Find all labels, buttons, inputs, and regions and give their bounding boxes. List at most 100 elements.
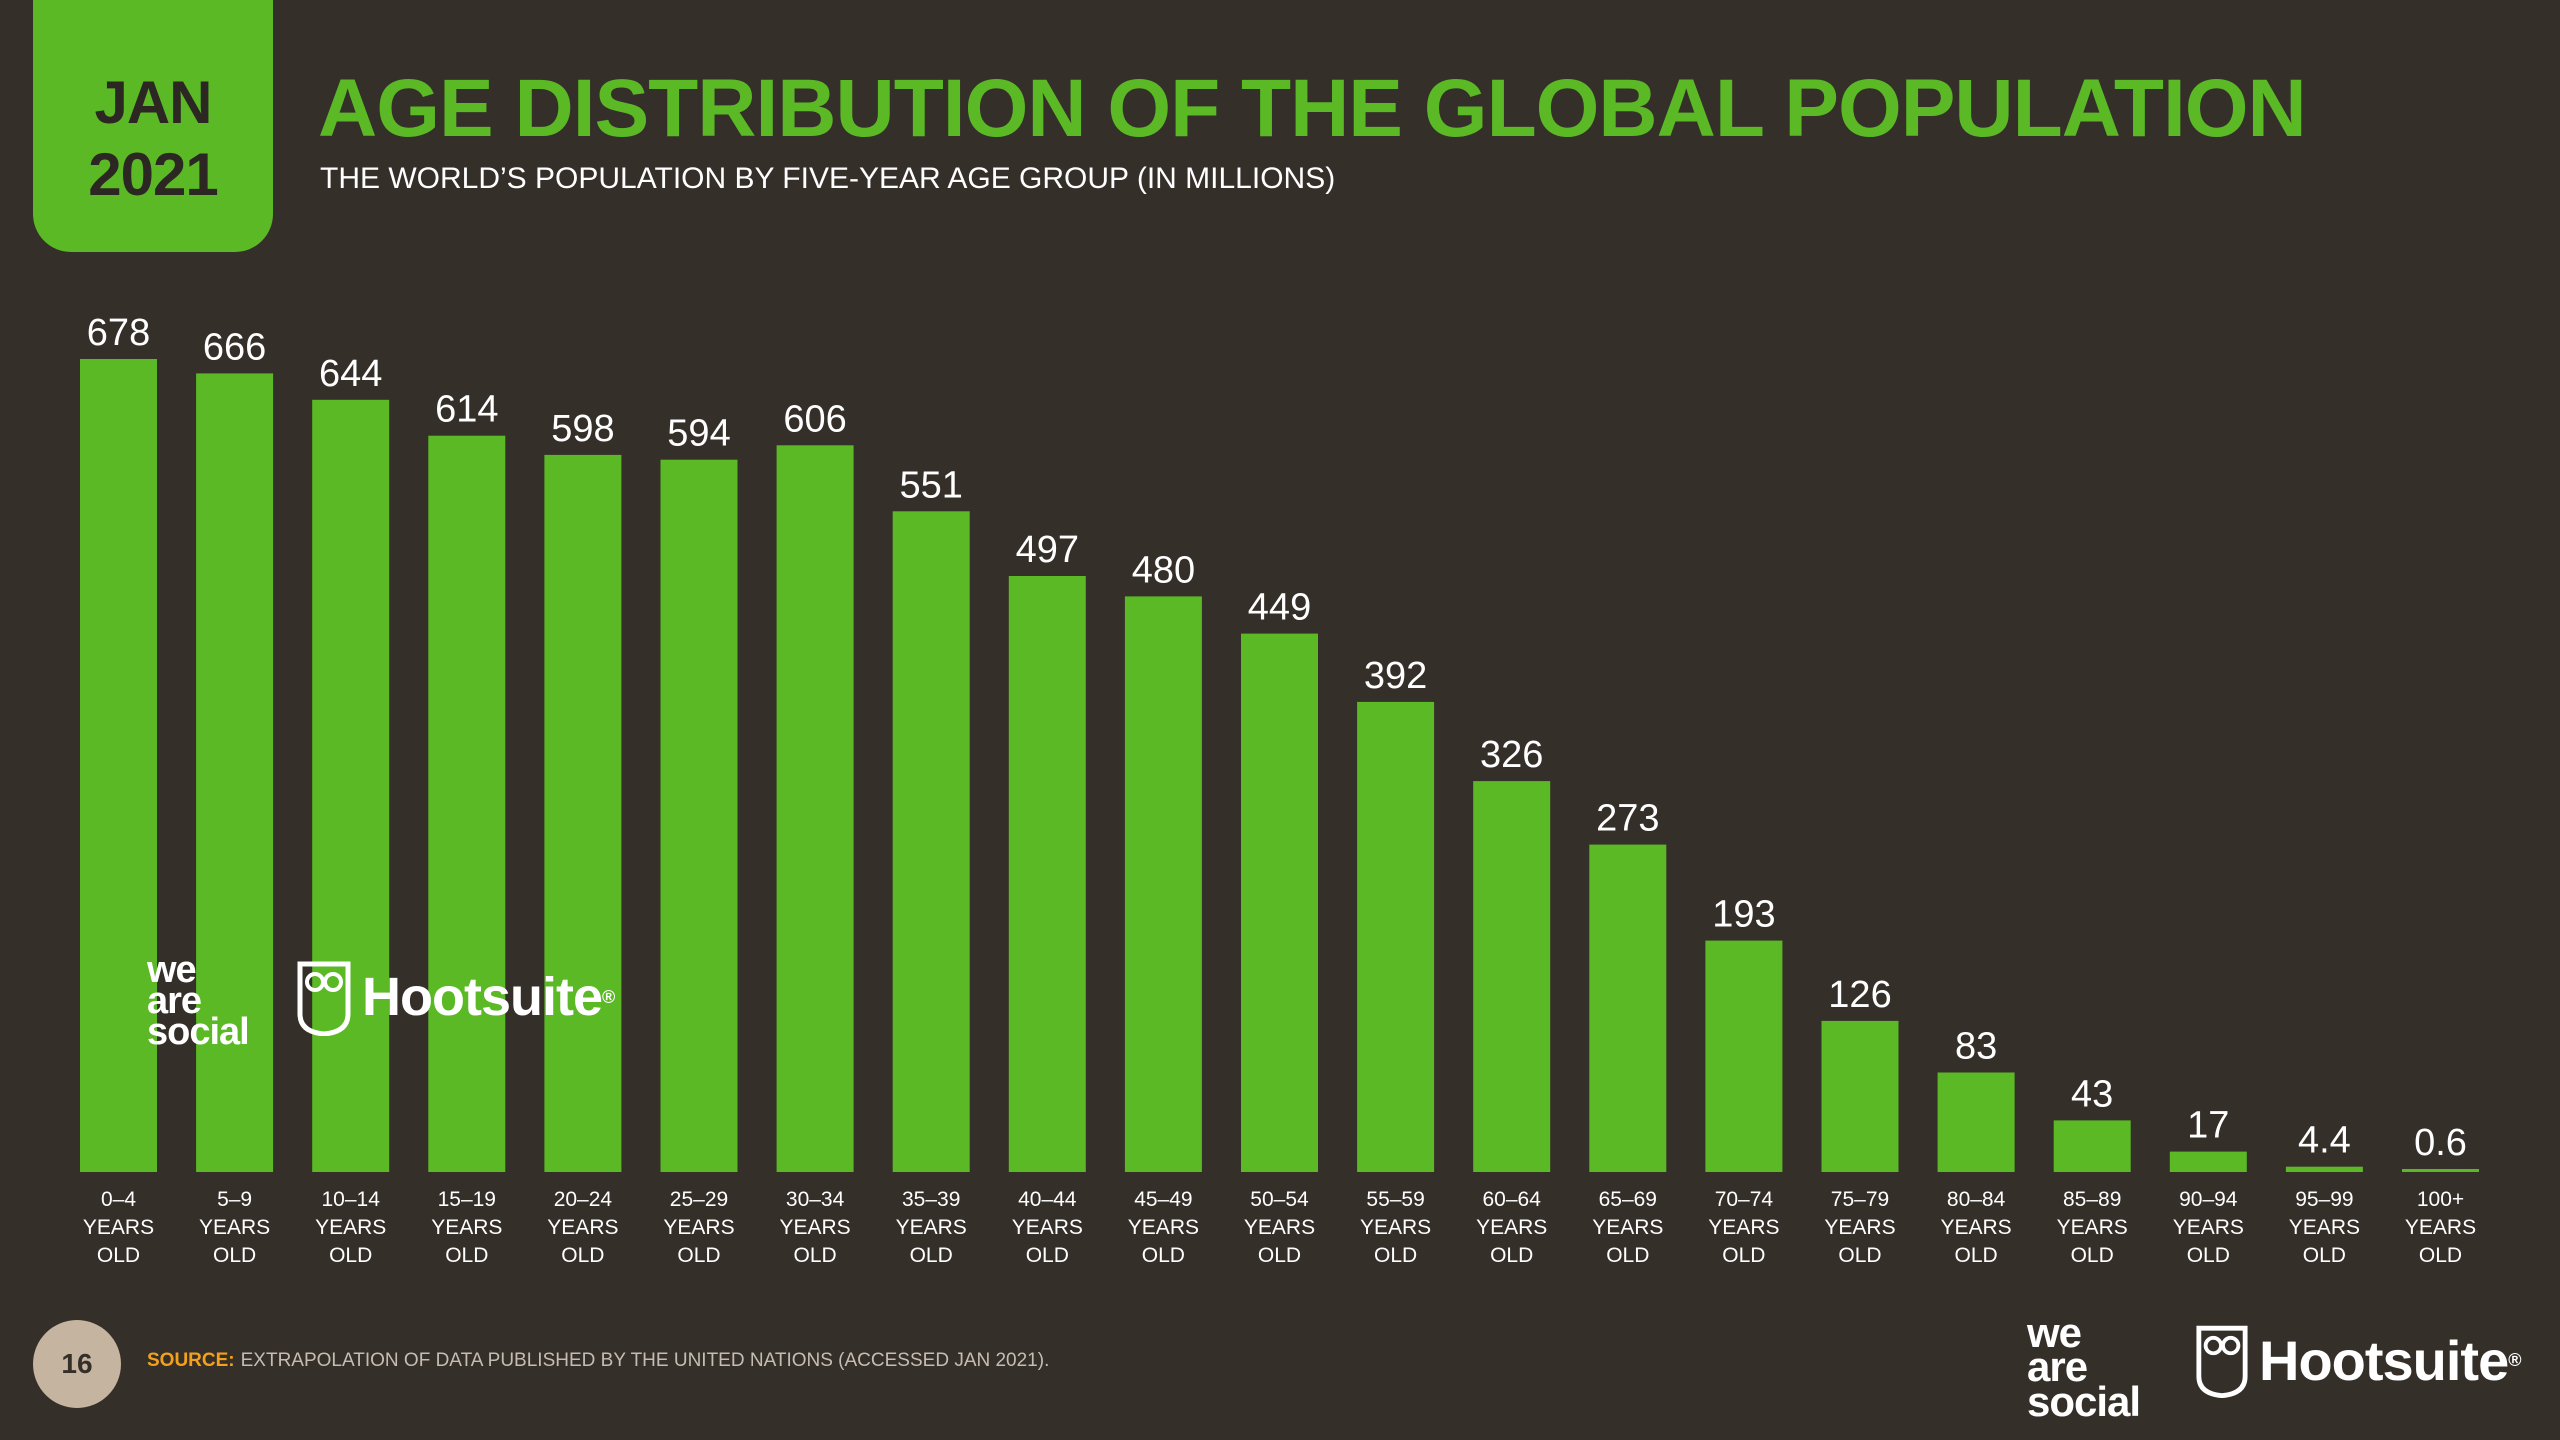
category-label-2-line-0: 10–14 xyxy=(321,1188,380,1211)
value-label-13: 273 xyxy=(1596,798,1659,840)
category-label-5-line-0: 25–29 xyxy=(670,1188,728,1211)
category-label-6-line-0: 30–34 xyxy=(786,1188,845,1211)
hootsuite-wordmark: Hootsuite xyxy=(362,967,603,1027)
category-label-1-line-2: OLD xyxy=(213,1244,256,1267)
category-label-13-line-1: YEARS xyxy=(1592,1216,1663,1239)
category-label-12-line-0: 60–64 xyxy=(1482,1188,1541,1211)
category-label-8-line-1: YEARS xyxy=(1012,1216,1083,1239)
category-label-10-line-1: YEARS xyxy=(1244,1216,1315,1239)
category-label-18-line-2: OLD xyxy=(2187,1244,2230,1267)
category-label-9-line-2: OLD xyxy=(1142,1244,1185,1267)
category-label-10-line-0: 50–54 xyxy=(1250,1188,1309,1211)
category-label-7-line-0: 35–39 xyxy=(902,1188,960,1211)
category-label-0-line-0: 0–4 xyxy=(101,1188,136,1211)
value-label-11: 392 xyxy=(1364,655,1427,697)
value-label-20: 0.6 xyxy=(2414,1122,2467,1164)
category-label-12-line-1: YEARS xyxy=(1476,1216,1547,1239)
value-label-19: 4.4 xyxy=(2298,1120,2351,1162)
category-label-2-line-2: OLD xyxy=(329,1244,372,1267)
bar-10 xyxy=(1241,633,1318,1172)
bar-16 xyxy=(1937,1072,2015,1172)
value-label-5: 594 xyxy=(667,413,730,455)
bar-8 xyxy=(1008,576,1086,1172)
category-label-1-line-0: 5–9 xyxy=(217,1188,252,1211)
category-label-1-line-1: YEARS xyxy=(199,1216,270,1239)
value-label-14: 193 xyxy=(1712,894,1775,936)
category-label-20-line-0: 100+ xyxy=(2417,1188,2464,1211)
category-label-3-line-0: 15–19 xyxy=(438,1188,496,1211)
category-label-14-line-0: 70–74 xyxy=(1715,1188,1774,1211)
value-label-17: 43 xyxy=(2071,1073,2113,1115)
category-label-4-line-0: 20–24 xyxy=(554,1188,613,1211)
category-label-20-line-1: YEARS xyxy=(2405,1216,2476,1239)
category-label-15-line-2: OLD xyxy=(1838,1244,1881,1267)
value-label-2: 644 xyxy=(319,353,382,395)
bar-7 xyxy=(892,511,970,1172)
footer-logo-line-are: are xyxy=(2027,1343,2088,1391)
bar-13 xyxy=(1589,844,1667,1172)
bar-11 xyxy=(1357,701,1435,1172)
bar-15 xyxy=(1821,1020,1899,1172)
category-label-19-line-0: 95–99 xyxy=(2295,1188,2353,1211)
bar-18 xyxy=(2169,1151,2247,1172)
bar-20 xyxy=(2402,1169,2479,1172)
bar-0 xyxy=(80,359,157,1172)
category-label-10-line-2: OLD xyxy=(1258,1244,1301,1267)
source-note: SOURCE: EXTRAPOLATION OF DATA PUBLISHED B… xyxy=(147,1350,1049,1372)
page-subtitle: THE WORLD’S POPULATION BY FIVE-YEAR AGE … xyxy=(320,162,1336,195)
category-label-12-line-2: OLD xyxy=(1490,1244,1533,1267)
category-label-6-line-1: YEARS xyxy=(779,1216,850,1239)
date-year: 2021 xyxy=(88,141,218,208)
category-label-17-line-1: YEARS xyxy=(2057,1216,2128,1239)
category-label-15-line-0: 75–79 xyxy=(1831,1188,1889,1211)
hootsuite-logo-footer: Hootsuite ® xyxy=(2195,1322,2522,1398)
registered-mark: ® xyxy=(602,986,615,1007)
logo-line-we: we xyxy=(147,949,197,991)
category-label-7-line-2: OLD xyxy=(910,1244,953,1267)
bar-12 xyxy=(1473,781,1551,1172)
we-are-social-logo-chart: we are social xyxy=(147,949,250,1052)
date-month: JAN xyxy=(94,69,212,136)
category-label-17-line-0: 85–89 xyxy=(2063,1188,2121,1211)
bar-4 xyxy=(544,454,622,1172)
category-label-16-line-1: YEARS xyxy=(1940,1216,2011,1239)
category-label-5-line-1: YEARS xyxy=(663,1216,734,1239)
category-label-14-line-2: OLD xyxy=(1722,1244,1765,1267)
footer-hootsuite-wordmark: Hootsuite xyxy=(2259,1328,2509,1392)
value-label-3: 614 xyxy=(435,389,498,431)
value-label-4: 598 xyxy=(551,408,614,450)
category-label-11-line-2: OLD xyxy=(1374,1244,1417,1267)
category-label-20-line-2: OLD xyxy=(2419,1244,2462,1267)
category-label-6-line-2: OLD xyxy=(794,1244,837,1267)
we-are-social-logo-footer: we are social xyxy=(2027,1309,2141,1422)
category-label-2-line-1: YEARS xyxy=(315,1216,386,1239)
category-label-4-line-1: YEARS xyxy=(547,1216,618,1239)
category-label-18-line-1: YEARS xyxy=(2173,1216,2244,1239)
logo-line-are: are xyxy=(147,980,202,1023)
value-label-7: 551 xyxy=(899,464,962,506)
category-label-4-line-2: OLD xyxy=(561,1244,604,1267)
category-label-5-line-2: OLD xyxy=(677,1244,720,1267)
bar-chart: 678 0–4 YEARS OLD 666 5–9 YEARS OLD 644 10–14 YEAR… xyxy=(80,312,2479,1267)
bar-5 xyxy=(660,459,738,1172)
bar-9 xyxy=(1124,596,1202,1172)
value-label-0: 678 xyxy=(87,312,150,354)
category-label-14-line-1: YEARS xyxy=(1708,1216,1779,1239)
page-number: 16 xyxy=(33,1320,121,1408)
footer-owl-icon xyxy=(2196,1325,2248,1398)
date-badge: JAN 2021 xyxy=(33,0,273,252)
category-label-0-line-2: OLD xyxy=(97,1244,140,1267)
value-label-9: 480 xyxy=(1132,549,1195,591)
category-label-7-line-1: YEARS xyxy=(896,1216,967,1239)
bar-19 xyxy=(2285,1166,2363,1172)
value-label-12: 326 xyxy=(1480,734,1543,776)
bar-6 xyxy=(776,445,854,1172)
category-label-13-line-0: 65–69 xyxy=(1599,1188,1657,1211)
category-label-15-line-1: YEARS xyxy=(1824,1216,1895,1239)
category-label-8-line-2: OLD xyxy=(1026,1244,1069,1267)
bar-14 xyxy=(1705,940,1783,1172)
source-text: EXTRAPOLATION OF DATA PUBLISHED BY THE U… xyxy=(240,1350,1050,1371)
page-title: AGE DISTRIBUTION OF THE GLOBAL POPULATIO… xyxy=(318,63,2307,154)
category-label-16-line-2: OLD xyxy=(1955,1244,1998,1267)
footer-logo-line-we: we xyxy=(2027,1309,2082,1356)
